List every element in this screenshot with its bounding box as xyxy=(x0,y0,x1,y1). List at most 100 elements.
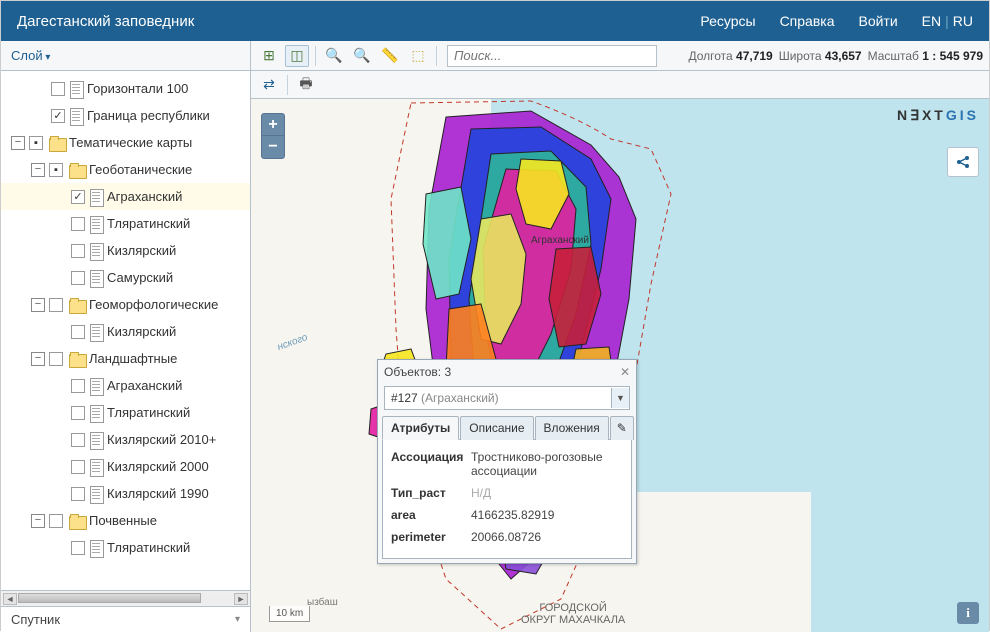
basemap-label: Спутник xyxy=(11,612,60,627)
tree-node-label: Почвенные xyxy=(89,513,157,528)
hscroll-right[interactable]: ► xyxy=(234,593,248,605)
basemap-select[interactable]: Спутник xyxy=(1,606,250,632)
tree-folder[interactable]: −Геоморфологические xyxy=(1,291,250,318)
expander-icon[interactable]: − xyxy=(31,298,45,312)
layer-icon xyxy=(89,459,103,475)
tree-folder[interactable]: −▪Тематические карты xyxy=(1,129,250,156)
tool-identify-icon[interactable]: ◫ xyxy=(285,45,309,67)
expander-icon[interactable]: − xyxy=(11,136,25,150)
attr-key: area xyxy=(391,508,471,522)
tab-description[interactable]: Описание xyxy=(460,416,533,440)
layer-checkbox[interactable] xyxy=(71,325,85,339)
toolbar2-sep xyxy=(287,75,288,95)
tab-attributes[interactable]: Атрибуты xyxy=(382,416,459,440)
tool-fullextent-icon[interactable]: ⊞ xyxy=(257,45,281,67)
tool-zoomout-icon[interactable]: 🔍 xyxy=(350,45,374,67)
nav-help[interactable]: Справка xyxy=(780,13,835,29)
tree-layer[interactable]: ✓ Граница республики xyxy=(1,102,250,129)
tree-layer[interactable]: Горизонтали 100 xyxy=(1,75,250,102)
tool-zoomin-icon[interactable]: 🔍 xyxy=(322,45,346,67)
layer-icon xyxy=(89,270,103,286)
tree-layer[interactable]: Кизлярский 1990 xyxy=(1,480,250,507)
layer-checkbox[interactable]: ✓ xyxy=(51,109,65,123)
expander-icon[interactable]: − xyxy=(31,514,45,528)
layer-checkbox[interactable]: ▪ xyxy=(29,136,43,150)
expander-icon[interactable]: − xyxy=(31,352,45,366)
tree-hscroll[interactable]: ◄ ► xyxy=(1,590,250,606)
layer-checkbox[interactable] xyxy=(71,271,85,285)
zoom-in-button[interactable]: + xyxy=(262,114,284,136)
nav-login[interactable]: Войти xyxy=(858,13,897,29)
zoom-out-button[interactable]: − xyxy=(262,136,284,158)
layer-checkbox[interactable] xyxy=(49,352,63,366)
tool-swipe-icon[interactable]: ⇄ xyxy=(257,74,281,96)
attribute-row: Тип_растН/Д xyxy=(391,482,623,504)
tree-layer[interactable]: Аграханский xyxy=(1,372,250,399)
layer-icon xyxy=(89,486,103,502)
tree-layer[interactable]: Кизлярский xyxy=(1,237,250,264)
tool-measure-area-icon[interactable]: ⬚ xyxy=(406,45,430,67)
popup-body: АссоциацияТростниково-рогозовые ассоциац… xyxy=(382,440,632,559)
layer-icon xyxy=(89,432,103,448)
hscroll-track[interactable] xyxy=(18,593,233,605)
header-nav: Ресурсы Справка Войти EN | RU xyxy=(700,13,973,29)
tree-folder[interactable]: −Ландшафтные xyxy=(1,345,250,372)
tree-layer[interactable]: Тляратинский xyxy=(1,399,250,426)
layer-tree[interactable]: Горизонтали 100 ✓ Граница республики −▪Тема… xyxy=(1,71,250,590)
expander-icon[interactable]: − xyxy=(31,163,45,177)
tree-folder[interactable]: − Почвенные xyxy=(1,507,250,534)
layer-checkbox[interactable]: ▪ xyxy=(49,163,63,177)
share-button[interactable] xyxy=(947,147,979,177)
tree-node-label: Граница республики xyxy=(87,108,210,123)
sidebar-title[interactable]: Слой xyxy=(11,48,50,63)
layer-checkbox[interactable] xyxy=(51,82,65,96)
search-input[interactable] xyxy=(447,45,657,67)
identify-popup[interactable]: Объектов: 3 ✕ #127 (Аграханский) ▼ Атриб… xyxy=(377,359,637,564)
lang-ru[interactable]: RU xyxy=(953,13,973,29)
tab-attachments[interactable]: Вложения xyxy=(535,416,609,440)
folder-icon xyxy=(69,514,85,528)
tree-layer[interactable]: Кизлярский xyxy=(1,318,250,345)
nav-resources[interactable]: Ресурсы xyxy=(700,13,755,29)
tree-layer[interactable]: Тляратинский xyxy=(1,210,250,237)
layer-checkbox[interactable] xyxy=(49,514,63,528)
hscroll-thumb[interactable] xyxy=(18,593,201,603)
tree-layer[interactable]: Кизлярский 2010+ xyxy=(1,426,250,453)
tab-edit-icon[interactable]: ✎ xyxy=(610,416,634,440)
layer-checkbox[interactable] xyxy=(71,541,85,555)
folder-icon xyxy=(49,136,65,150)
tree-layer[interactable]: Самурский xyxy=(1,264,250,291)
layer-checkbox[interactable] xyxy=(71,406,85,420)
layer-checkbox[interactable] xyxy=(71,487,85,501)
layer-icon xyxy=(89,324,103,340)
layer-checkbox[interactable] xyxy=(71,217,85,231)
sidebar-header: Слой xyxy=(1,41,250,71)
nextgis-logo: N∃XTGIS xyxy=(897,107,979,124)
layer-checkbox[interactable] xyxy=(71,244,85,258)
toolbar-sep-2 xyxy=(436,46,437,66)
dropdown-arrow-icon[interactable]: ▼ xyxy=(611,388,629,408)
tree-layer[interactable]: Кизлярский 2000 xyxy=(1,453,250,480)
tool-measure-line-icon[interactable]: 📏 xyxy=(378,45,402,67)
tool-print-icon[interactable]: 🖶 xyxy=(294,74,318,96)
popup-close-icon[interactable]: ✕ xyxy=(620,365,630,379)
layer-checkbox[interactable] xyxy=(49,298,63,312)
info-button[interactable]: i xyxy=(957,602,979,624)
layer-checkbox[interactable] xyxy=(71,460,85,474)
layer-checkbox[interactable] xyxy=(71,379,85,393)
logo-suffix: GIS xyxy=(946,107,979,123)
hscroll-left[interactable]: ◄ xyxy=(3,593,17,605)
popup-feature-select[interactable]: #127 (Аграханский) ▼ xyxy=(384,386,630,410)
secondary-toolbar: ⇄ 🖶 xyxy=(251,71,989,99)
tree-layer[interactable]: Тляратинский xyxy=(1,534,250,561)
layer-checkbox[interactable]: ✓ xyxy=(71,190,85,204)
lang-en[interactable]: EN xyxy=(922,13,941,29)
tree-node-label: Тляратинский xyxy=(107,216,190,231)
map-canvas[interactable]: нского Аграханский ызбаш + − N∃XTGIS 10 … xyxy=(251,99,989,632)
feature-layer: (Аграханский) xyxy=(421,391,499,405)
tree-layer[interactable]: ✓Аграханский xyxy=(1,183,250,210)
toolbar-sep-1 xyxy=(315,46,316,66)
tree-folder[interactable]: −▪Геоботанические xyxy=(1,156,250,183)
layer-checkbox[interactable] xyxy=(71,433,85,447)
attr-key: Ассоциация xyxy=(391,450,471,478)
